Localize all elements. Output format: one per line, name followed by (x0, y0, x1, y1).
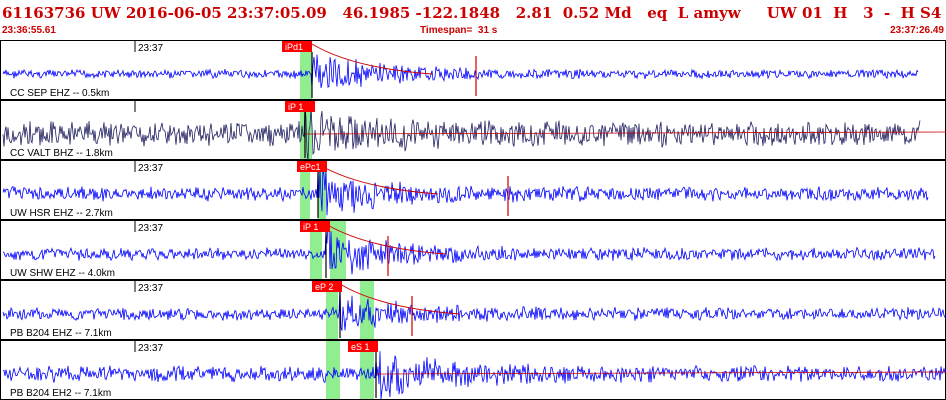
phase-pick-label[interactable]: eP 2 (315, 282, 333, 292)
minute-tick-label: 23:37 (138, 43, 163, 54)
waveform (2, 351, 946, 399)
coda-envelope (317, 163, 439, 195)
coda-envelope (325, 223, 447, 255)
minute-tick-label: 23:37 (138, 163, 163, 174)
pick-window-shade (310, 221, 322, 279)
waveform (2, 287, 946, 331)
phase-pick-box[interactable] (285, 101, 315, 112)
amplitude-reference-line (375, 371, 946, 375)
waveform (2, 222, 936, 275)
minute-tick-label: 23:37 (138, 223, 163, 234)
pick-window-shade (300, 41, 312, 99)
coda-envelope (339, 283, 461, 315)
pick-window-shade (360, 281, 374, 339)
minute-tick-label: 23:37 (138, 343, 163, 354)
station-label: UW SHW EHZ -- 4.0km (10, 268, 115, 279)
pick-window-shade (330, 221, 346, 279)
phase-pick-box[interactable] (312, 281, 342, 292)
waveform (2, 104, 921, 163)
pick-window-shade (360, 341, 374, 399)
phase-pick-box[interactable] (300, 221, 330, 232)
waveform (2, 54, 919, 89)
station-label: PB B204 EH2 -- 7.1km (10, 388, 111, 399)
phase-pick-box[interactable] (348, 341, 378, 352)
phase-pick-label[interactable]: eS 1 (351, 342, 370, 352)
phase-pick-box[interactable] (282, 41, 312, 52)
station-label: CC SEP EHZ -- 0.5km (10, 88, 109, 99)
seismogram-panel[interactable]: 23:37 iPd1 CC SEP EHZ -- 0.5km iP 1 CC VALT … (0, 40, 946, 400)
pick-window-shade (300, 161, 310, 219)
minute-tick-label: 23:37 (138, 283, 163, 294)
station-label: UW HSR EHZ -- 2.7km (10, 208, 113, 219)
phase-pick-label[interactable]: iP 1 (288, 102, 303, 112)
pick-window-shade (326, 341, 340, 399)
phase-pick-label[interactable]: iP 1 (303, 222, 318, 232)
phase-pick-label[interactable]: ePc1 (300, 162, 321, 172)
timespan-label: Timespan= 31 s (420, 25, 498, 36)
pick-window-shade (318, 161, 326, 219)
station-label: CC VALT BHZ -- 1.8km (10, 148, 113, 159)
window-end-time: 23:37:26.49 (890, 25, 944, 36)
window-start-time: 23:36:55.61 (2, 25, 56, 36)
phase-pick-label[interactable]: iPd1 (285, 42, 303, 52)
phase-pick-box[interactable] (297, 161, 327, 172)
waveform (2, 164, 929, 216)
station-label: PB B204 EHZ -- 7.1km (10, 328, 112, 339)
event-header: 61163736 UW 2016-06-05 23:37:05.09 46.19… (0, 0, 946, 41)
coda-envelope (311, 43, 433, 75)
amplitude-reference-line (304, 131, 946, 135)
event-summary-line: 61163736 UW 2016-06-05 23:37:05.09 46.19… (2, 4, 946, 22)
